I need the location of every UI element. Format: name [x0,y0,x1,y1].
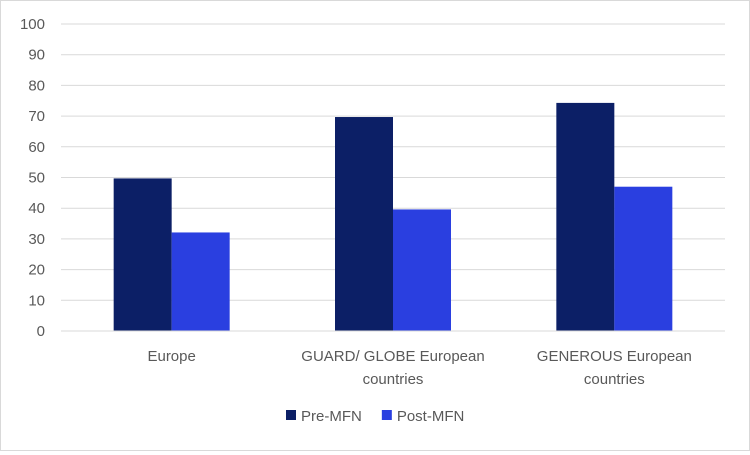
x-category-label: GUARD/ GLOBE European [301,348,484,365]
bar-pre-mfn-1 [335,117,393,331]
y-tick-label: 50 [28,170,45,187]
bar-post-mfn-0 [171,232,230,331]
y-tick-label: 60 [28,139,45,156]
legend-label: Pre-MFN [301,408,362,425]
bars [113,102,673,331]
bar-pre-mfn-0 [113,178,172,331]
x-category-label: countries [584,371,645,388]
y-tick-label: 10 [28,292,45,309]
y-tick-label: 40 [28,200,45,217]
y-axis: 0 10 20 30 40 50 60 70 80 90 100 [20,16,45,340]
bar-post-mfn-2 [614,186,673,331]
x-category-label: GENEROUS European [537,348,692,365]
x-category-label: countries [363,371,424,388]
legend-label: Post-MFN [397,408,465,425]
legend-swatch [381,410,392,420]
bar-pre-mfn-2 [556,102,615,331]
legend-swatch [286,410,296,420]
bar-post-mfn-1 [393,209,451,331]
y-tick-label: 70 [28,108,45,125]
y-tick-label: 80 [28,77,45,94]
y-tick-label: 100 [20,16,45,33]
legend: Pre-MFN Post-MFN [286,408,464,425]
x-category-label: Europe [147,348,195,365]
y-tick-label: 30 [28,231,45,248]
y-tick-label: 90 [28,47,45,64]
x-axis: Europe GUARD/ GLOBE European countries GENE… [61,330,725,388]
y-tick-label: 0 [37,323,45,340]
y-tick-label: 20 [28,262,45,279]
